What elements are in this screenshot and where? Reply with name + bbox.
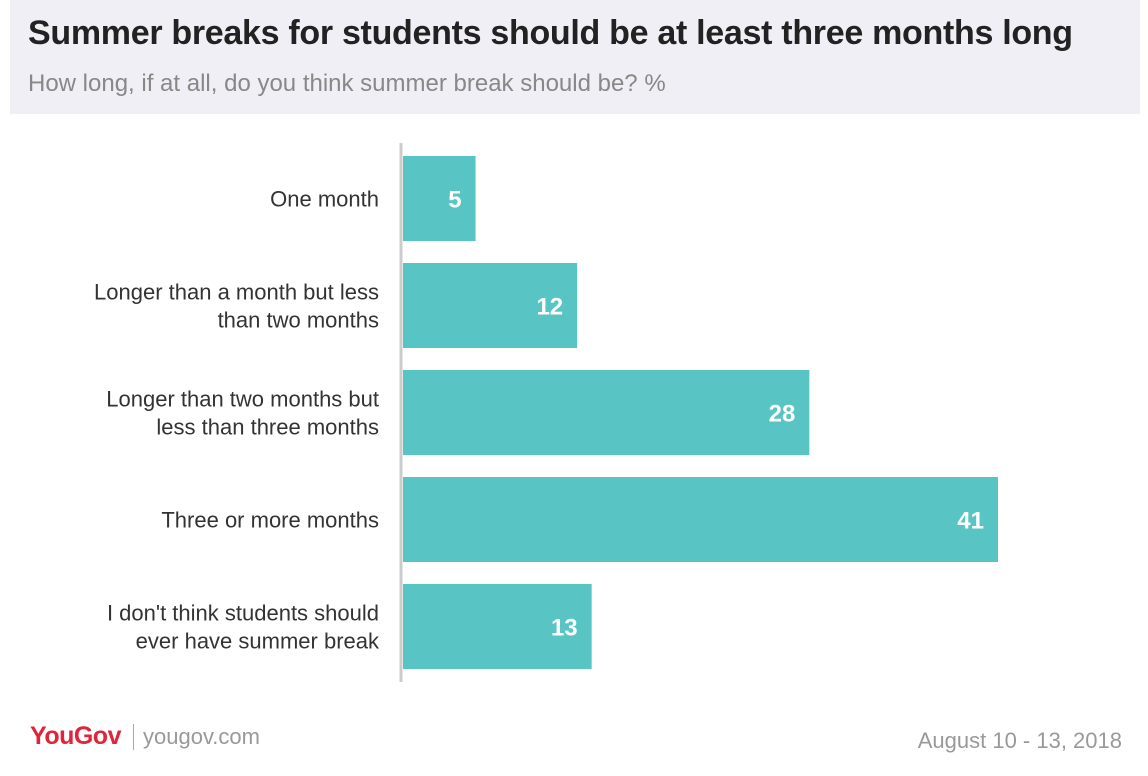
footer-site: yougov.com <box>143 724 260 749</box>
category-label-5-line-2: ever have summer break <box>136 629 380 654</box>
chart-title: Summer breaks for students should be at … <box>28 14 1073 52</box>
category-label-3-line-2: less than three months <box>156 415 379 440</box>
bar-value-label-3: 28 <box>769 401 796 428</box>
footer-divider <box>133 724 134 750</box>
category-label-4: Three or more months <box>161 508 379 533</box>
chart-subtitle: How long, if at all, do you think summer… <box>28 70 666 97</box>
bar-value-label-4: 41 <box>957 508 984 535</box>
category-label-1: One month <box>270 187 379 212</box>
bar-2 <box>403 263 578 348</box>
yougov-logo: YouGov <box>30 722 121 750</box>
category-label-3-line-1: Longer than two months but <box>106 387 379 412</box>
chart-header: Summer breaks for students should be at … <box>10 0 1140 114</box>
bar-value-label-1: 5 <box>448 187 461 214</box>
category-label-5-line-1: I don't think students should <box>107 601 379 626</box>
bar-5 <box>403 584 592 669</box>
bar-4 <box>403 477 998 562</box>
bar-value-label-2: 12 <box>536 294 563 321</box>
category-label-2-line-2: than two months <box>218 308 379 333</box>
footer-date: August 10 - 13, 2018 <box>917 728 1122 753</box>
bar-value-label-5: 13 <box>551 615 578 642</box>
category-label-2-line-1: Longer than a month but less <box>94 280 379 305</box>
bar-1 <box>403 156 476 241</box>
bar-3 <box>403 370 810 455</box>
